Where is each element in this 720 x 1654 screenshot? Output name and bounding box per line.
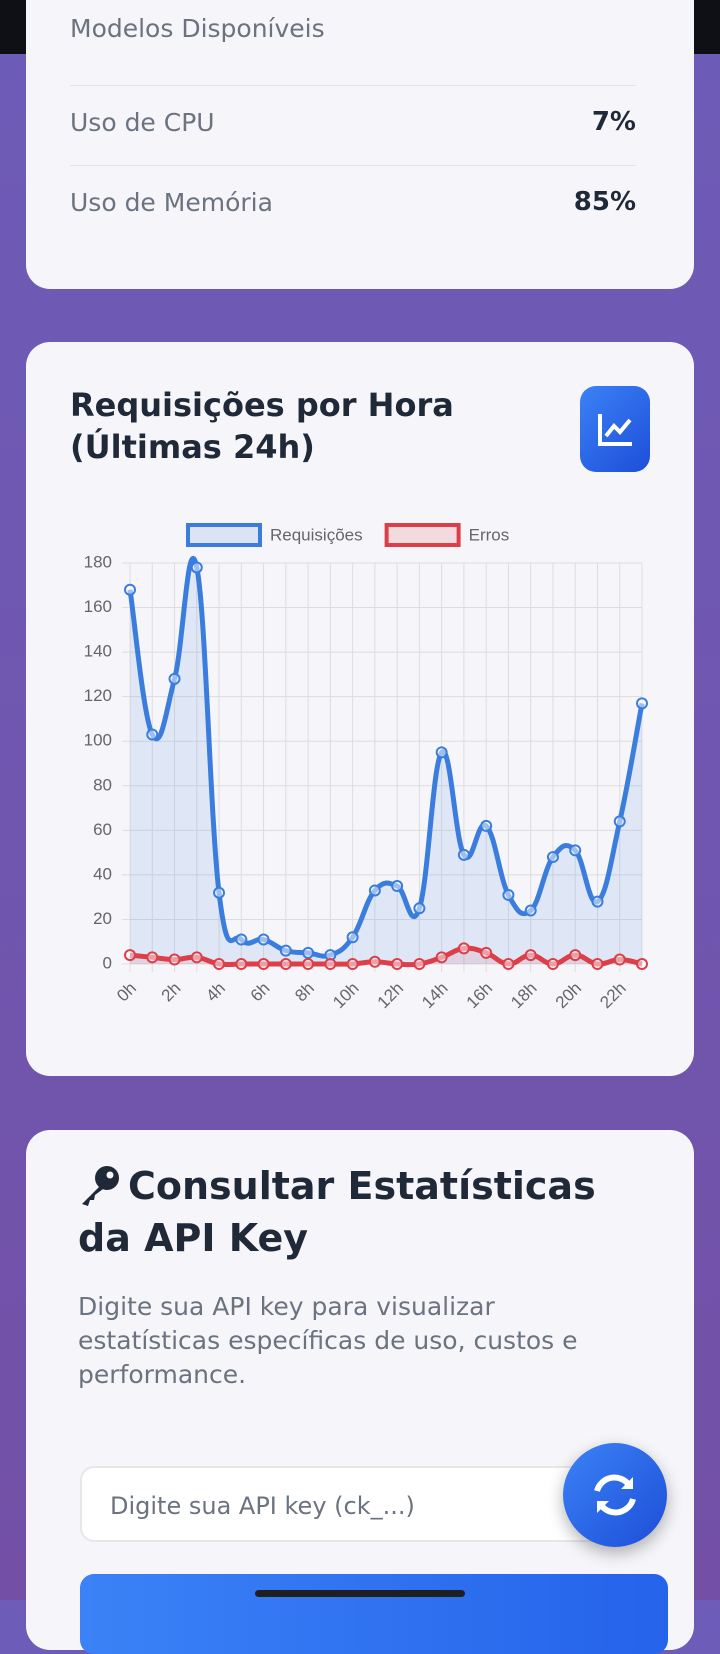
description: Digite sua API key para visualizar estat… (78, 1292, 578, 1389)
point (302, 958, 315, 970)
x-tick-label: 8h (291, 979, 318, 1006)
point (124, 949, 136, 962)
x-tick-label: 20h (552, 979, 585, 1012)
point (413, 958, 426, 970)
divider (70, 165, 636, 166)
legend-swatch (186, 523, 262, 547)
point (213, 958, 226, 970)
point (636, 958, 648, 970)
x-tick-label: 14h (418, 979, 451, 1012)
point (213, 886, 226, 899)
x-tick-label: 6h (247, 979, 274, 1006)
point (502, 888, 515, 901)
point (391, 880, 404, 893)
point (413, 902, 426, 915)
point (368, 955, 381, 968)
x-tick-label: 16h (463, 979, 496, 1012)
point (257, 958, 270, 970)
divider (70, 85, 636, 86)
y-tick-label: 0 (103, 953, 112, 972)
home-indicator (255, 1590, 465, 1597)
line-chart: 0 20 40 60 80 100 120 140 160 180 0h 2h 4h 6h 8h 10h 12h… (84, 523, 648, 1012)
stats-card: Modelos Disponíveis Uso de CPU 7% Uso de… (26, 0, 694, 289)
key-icon (82, 1166, 119, 1206)
legend-label: Erros (469, 525, 510, 544)
x-tick-label: 22h (596, 979, 629, 1012)
area (130, 558, 642, 964)
point (636, 697, 648, 710)
point (190, 951, 203, 964)
y-tick-label: 60 (93, 820, 112, 839)
point (391, 958, 404, 970)
stat-label: Uso de CPU (70, 108, 215, 137)
card-title: Requisições por Hora (Últimas 24h) (70, 386, 454, 466)
x-tick-label: 18h (507, 979, 540, 1012)
point (279, 958, 292, 970)
y-tick-label: 140 (84, 642, 112, 661)
point (569, 844, 582, 857)
point (124, 583, 136, 596)
point (457, 848, 470, 861)
point (302, 946, 315, 959)
stat-value: 85% (573, 187, 636, 217)
chart-icon (580, 386, 650, 472)
x-tick-label: 0h (113, 979, 140, 1006)
y-tick-label: 120 (84, 686, 112, 705)
point (190, 561, 203, 574)
api-key-input[interactable]: Digite sua API key (ck_...) (80, 1466, 640, 1542)
point (346, 931, 359, 944)
refresh-button[interactable] (563, 1443, 667, 1547)
point (480, 819, 493, 832)
y-tick-label: 40 (93, 864, 112, 883)
point (324, 958, 337, 970)
point (435, 746, 448, 759)
point (146, 728, 159, 741)
x-tick-label: 10h (329, 979, 362, 1012)
point (346, 958, 359, 970)
point (168, 953, 181, 966)
stat-label: Modelos Disponíveis (70, 14, 325, 43)
point (168, 672, 181, 685)
y-tick-label: 160 (84, 597, 112, 616)
point (591, 958, 604, 970)
legend-label: Requisições (270, 525, 363, 544)
x-tick-label: 4h (202, 979, 229, 1006)
stat-value: 7% (591, 107, 636, 137)
y-tick-label: 100 (84, 731, 112, 750)
point (480, 946, 493, 959)
point (613, 815, 626, 828)
point (368, 884, 381, 897)
stat-label: Uso de Memória (70, 188, 273, 217)
y-tick-label: 180 (84, 552, 112, 571)
point (435, 951, 448, 964)
x-tick-label: 2h (158, 979, 185, 1006)
point (591, 895, 604, 908)
placeholder: Digite sua API key (ck_...) (110, 1492, 415, 1520)
point (524, 904, 537, 917)
y-tick-label: 80 (93, 775, 112, 794)
point (524, 949, 537, 962)
point (546, 958, 559, 970)
point (257, 933, 270, 946)
point (279, 944, 292, 957)
point (146, 951, 159, 964)
point (502, 958, 515, 970)
card-title: Consultar Estatísticas da API Key (78, 1164, 596, 1260)
point (235, 958, 248, 970)
point (613, 953, 626, 966)
point (546, 851, 559, 864)
y-tick-label: 20 (93, 909, 112, 928)
point (457, 942, 470, 955)
x-tick-label: 12h (374, 979, 407, 1012)
point (235, 933, 248, 946)
legend-swatch (384, 523, 461, 547)
point (569, 949, 582, 962)
